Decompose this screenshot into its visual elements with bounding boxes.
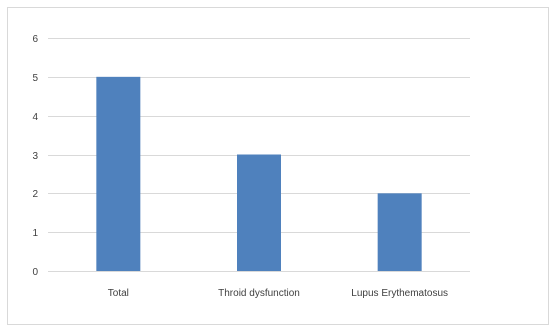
- x-axis-category-labels: Total Throid dysfunction Lupus Erythematos…: [108, 288, 448, 299]
- y-tick-label: 0: [32, 267, 38, 278]
- y-tick-label: 2: [32, 189, 38, 200]
- y-axis-tick-labels: 0 1 2 3 4 5 6: [32, 34, 38, 278]
- bar-lupus-erythematosus: [377, 193, 422, 271]
- y-tick-label: 3: [32, 151, 38, 162]
- y-tick-label: 5: [32, 73, 38, 84]
- bars: [96, 76, 422, 271]
- x-category-label: Lupus Erythematosus: [351, 288, 448, 299]
- bar-throid-dysfunction: [237, 154, 281, 271]
- x-category-label: Throid dysfunction: [218, 288, 300, 299]
- x-category-label: Total: [108, 288, 129, 299]
- y-tick-label: 1: [32, 228, 38, 239]
- y-tick-label: 6: [32, 34, 38, 45]
- y-tick-label: 4: [32, 112, 38, 123]
- bar-total: [96, 76, 141, 271]
